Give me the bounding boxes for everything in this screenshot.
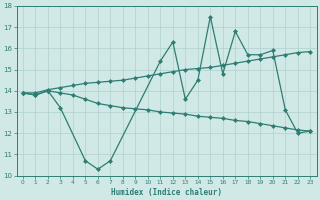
X-axis label: Humidex (Indice chaleur): Humidex (Indice chaleur) xyxy=(111,188,222,197)
